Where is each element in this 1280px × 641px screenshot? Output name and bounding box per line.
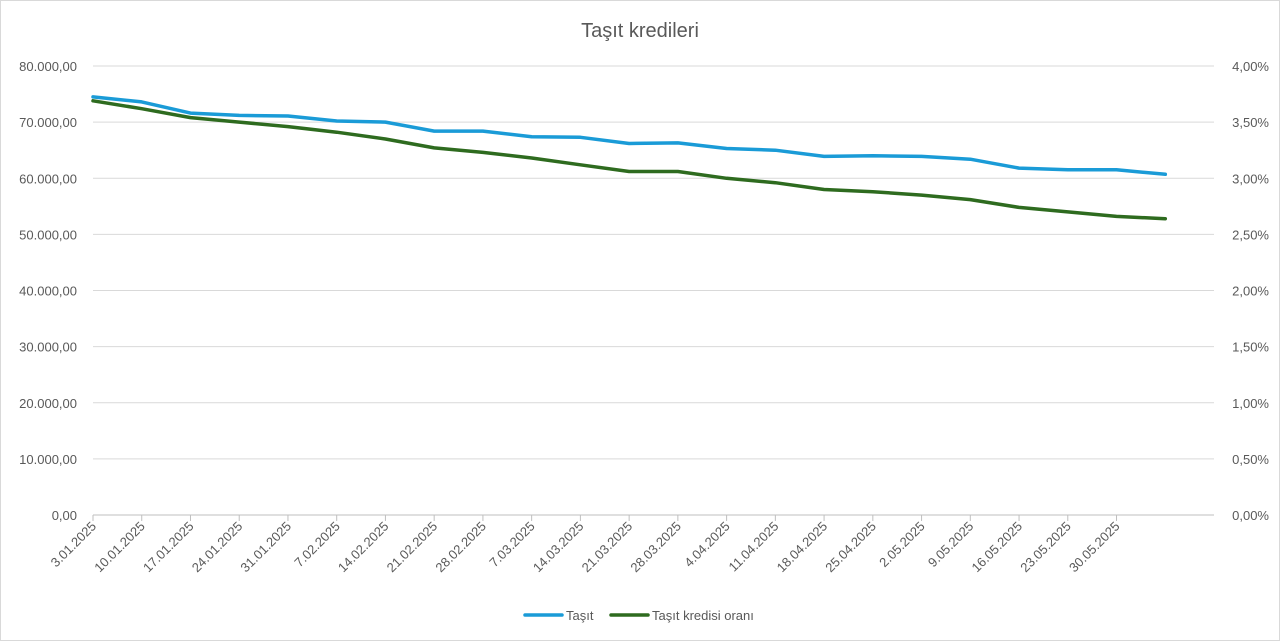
y-left-tick-label: 50.000,00 — [19, 227, 77, 242]
x-tick-label: 30.05.2025 — [1066, 519, 1123, 576]
x-tick-label: 7.03.2025 — [486, 519, 538, 571]
x-tick-label: 11.04.2025 — [726, 519, 782, 575]
x-tick-label: 17.01.2025 — [140, 519, 197, 576]
x-tick-label: 25.04.2025 — [822, 519, 879, 576]
y-left-tick-label: 60.000,00 — [19, 171, 77, 186]
axes: 0,00 0,00% 10.000,00 0,50% 20.000,00 1,00% 30.… — [19, 59, 1269, 575]
y-right-tick-label: 4,00% — [1232, 59, 1269, 74]
x-tick-label: 16.05.2025 — [969, 519, 1026, 576]
x-tick-label: 24.01.2025 — [189, 519, 246, 576]
x-tick-label: 4.04.2025 — [681, 519, 733, 571]
x-tick-label: 7.02.2025 — [291, 519, 343, 571]
x-tick-label: 21.03.2025 — [579, 519, 636, 576]
y-right-tick-label: 3,50% — [1232, 115, 1269, 130]
x-tick-label: 31.01.2025 — [237, 519, 294, 576]
legend-label-2: Taşıt kredisi oranı — [652, 608, 754, 623]
x-tick-label: 28.03.2025 — [627, 519, 684, 576]
y-right-tick-label: 1,00% — [1232, 396, 1269, 411]
x-tick-label: 28.02.2025 — [432, 519, 489, 576]
y-right-tick-label: 2,50% — [1232, 227, 1269, 242]
y-right-tick-label: 3,00% — [1232, 171, 1269, 186]
series-line-2 — [91, 99, 1168, 221]
y-left-tick-label: 20.000,00 — [19, 396, 77, 411]
y-left-tick-label: 10.000,00 — [19, 452, 77, 467]
y-right-tick-label: 1,50% — [1232, 340, 1269, 355]
y-left-tick-label: 30.000,00 — [19, 340, 77, 355]
y-right-tick-label: 2,00% — [1232, 284, 1269, 299]
x-tick-label: 9.05.2025 — [925, 519, 977, 571]
y-right-tick-label: 0,50% — [1232, 452, 1269, 467]
series-lines — [91, 95, 1168, 221]
legend-label-1: Taşıt — [566, 608, 594, 623]
gridlines — [93, 65, 1214, 516]
x-tick-label: 14.02.2025 — [335, 519, 392, 576]
x-tick-label: 3.01.2025 — [48, 519, 100, 571]
x-tick-label: 10.01.2025 — [91, 519, 148, 576]
y-left-tick-label: 40.000,00 — [19, 284, 77, 299]
y-left-tick-label: 0,00 — [52, 508, 77, 523]
series-line-1 — [91, 95, 1168, 177]
chart-title: Taşıt kredileri — [581, 20, 699, 42]
x-tick-label: 21.02.2025 — [384, 519, 441, 576]
legend: Taşıt Taşıt kredisi oranı — [523, 608, 754, 623]
y-right-tick-label: 0,00% — [1232, 508, 1269, 523]
x-tick-label: 18.04.2025 — [774, 519, 831, 576]
x-tick-label: 23.05.2025 — [1017, 519, 1074, 576]
y-left-tick-label: 80.000,00 — [19, 59, 77, 74]
x-tick-label: 2.05.2025 — [876, 519, 928, 571]
x-tick-label: 14.03.2025 — [530, 519, 587, 576]
y-left-tick-label: 70.000,00 — [19, 115, 77, 130]
